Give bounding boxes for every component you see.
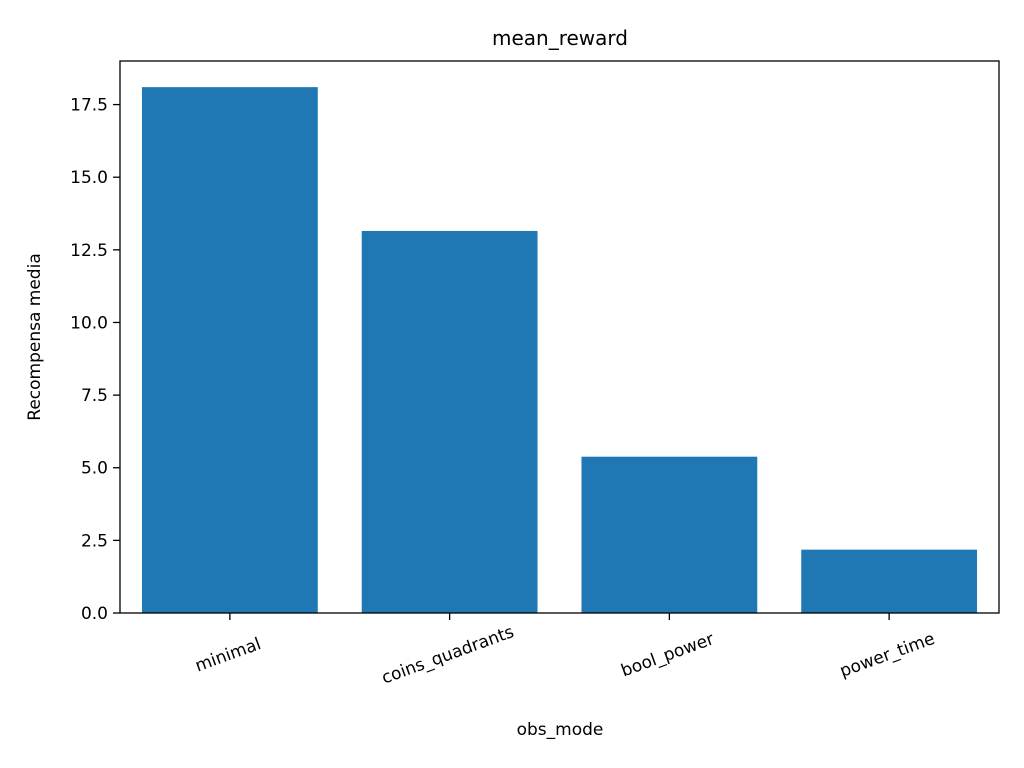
x-tick-label: power_time bbox=[837, 629, 937, 682]
y-tick-label: 12.5 bbox=[70, 241, 108, 261]
x-axis-label: obs_mode bbox=[517, 720, 604, 740]
x-tick-label: minimal bbox=[193, 634, 264, 676]
y-tick-label: 15.0 bbox=[70, 168, 108, 188]
bar-bool-power bbox=[581, 456, 758, 613]
chart-title: mean_reward bbox=[492, 26, 628, 50]
bar-minimal bbox=[141, 87, 318, 614]
x-tick-label: bool_power bbox=[618, 629, 716, 681]
bar-coins-quadrants bbox=[361, 230, 538, 614]
y-axis-label: Recompensa media bbox=[25, 253, 45, 420]
y-axis: 0.0 2.5 5.0 7.5 10.0 12.5 15.0 17.5 bbox=[70, 96, 120, 624]
y-tick-label: 2.5 bbox=[81, 531, 108, 551]
x-tick-label: coins_quadrants bbox=[379, 622, 517, 688]
x-axis: minimal coins_quadrants bool_power power_ti… bbox=[193, 613, 938, 688]
bars-group bbox=[141, 87, 978, 614]
y-tick-label: 17.5 bbox=[70, 96, 108, 116]
y-tick-label: 5.0 bbox=[81, 459, 108, 479]
y-tick-label: 7.5 bbox=[81, 386, 108, 406]
y-tick-label: 0.0 bbox=[81, 604, 108, 624]
y-tick-label: 10.0 bbox=[70, 313, 108, 333]
bar-power-time bbox=[801, 549, 978, 613]
plot-frame bbox=[119, 60, 1000, 614]
